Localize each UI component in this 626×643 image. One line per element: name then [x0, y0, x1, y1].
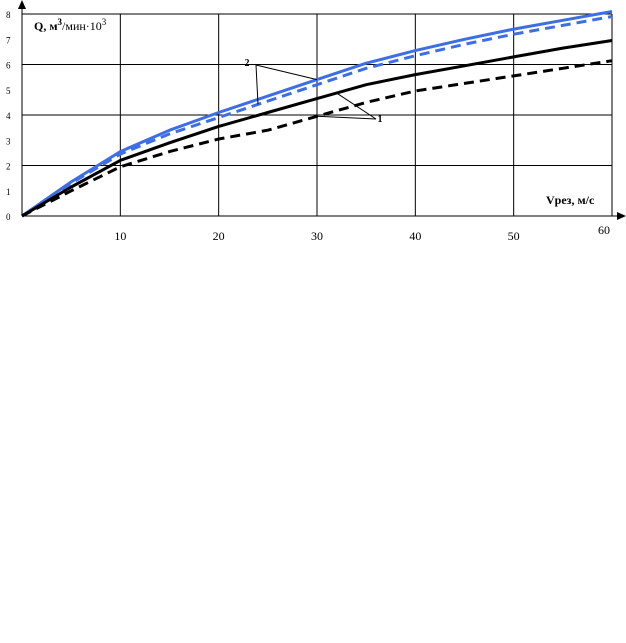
y-tick-label: 0 — [6, 212, 11, 222]
y-tick-labels: 0 1 2 3 4 5 6 7 8 — [6, 10, 11, 222]
y-axis-label-part-a: Q, м — [34, 19, 58, 33]
y-axis-label-part-c: /мин·10 — [62, 19, 102, 33]
y-tick-label: 1 — [6, 187, 11, 197]
y-axis-label-sup-1: 3 — [58, 17, 63, 27]
callout-leader — [255, 64, 259, 105]
callout-label: 1 — [378, 114, 383, 125]
y-tick-label: 6 — [6, 61, 11, 71]
y-tick-label: 8 — [6, 10, 11, 20]
y-axis-label: Q, м3/мин·103 — [34, 17, 107, 33]
series-line-3 — [21, 39, 613, 218]
y-axis-arrow — [18, 0, 26, 9]
x-tick-labels: 10 20 30 40 50 60 — [114, 223, 610, 243]
y-axis-label-sup-2: 3 — [102, 17, 107, 27]
y-tick-label: 4 — [6, 111, 11, 121]
axes — [18, 0, 626, 220]
x-tick-label: 30 — [311, 229, 323, 243]
grid — [22, 13, 613, 216]
x-axis-label: Vрез, м/с — [546, 193, 595, 207]
x-tick-label: 10 — [114, 229, 126, 243]
series-line-2 — [21, 15, 613, 218]
x-tick-label: 20 — [213, 229, 225, 243]
callouts: 21 — [245, 58, 383, 125]
callout-label: 2 — [245, 58, 250, 69]
y-tick-label: 5 — [6, 86, 11, 96]
callout-leader — [316, 115, 377, 120]
x-tick-label: 50 — [508, 229, 520, 243]
x-axis-arrow — [617, 212, 626, 220]
callout-leader — [255, 64, 318, 81]
x-tick-label: 60 — [598, 223, 610, 237]
y-tick-label: 3 — [6, 136, 11, 146]
y-tick-label: 2 — [6, 162, 11, 172]
y-tick-label: 7 — [6, 35, 11, 45]
x-tick-label: 40 — [409, 229, 421, 243]
callout-leader — [336, 92, 377, 120]
